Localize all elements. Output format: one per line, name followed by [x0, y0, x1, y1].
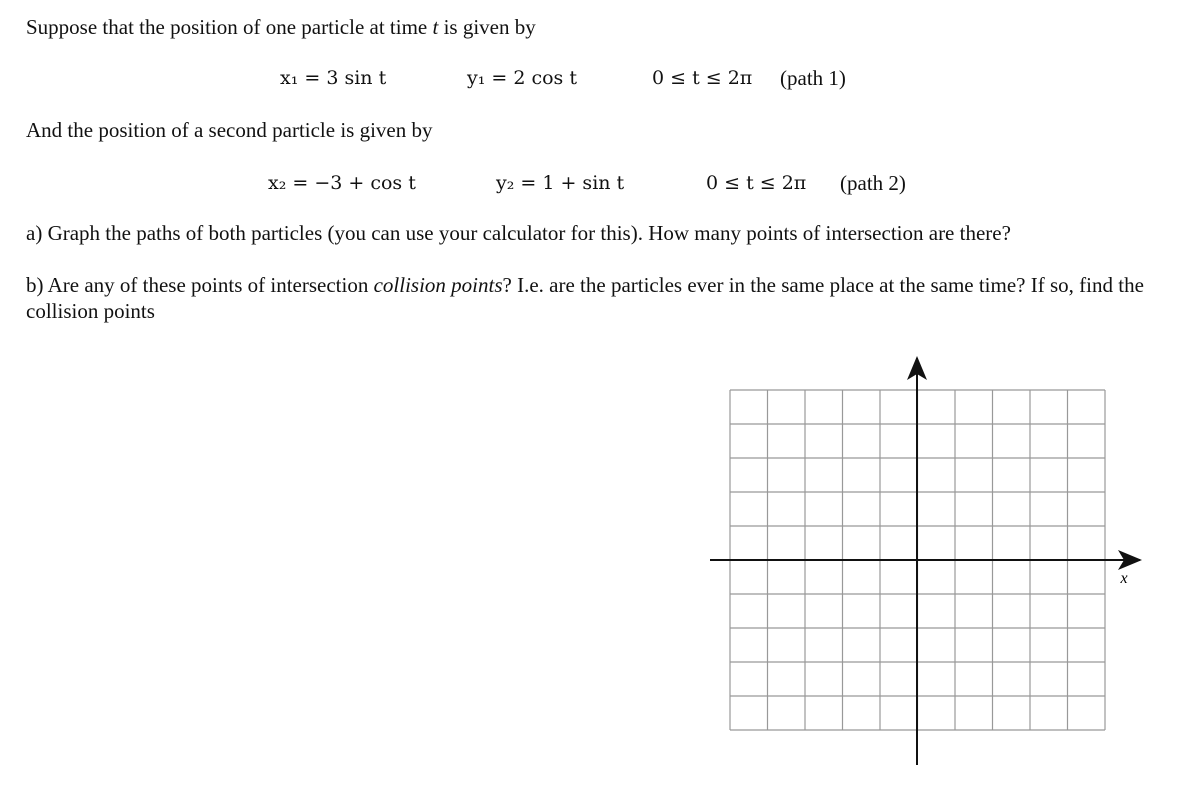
intro: Suppose that the position of one particl…	[26, 14, 536, 40]
equation: x₂ = −3 + cos t	[268, 172, 416, 194]
question: a) Graph the paths of both particles (yo…	[26, 221, 1011, 245]
question-emphasis: collision points	[373, 273, 503, 297]
question: b) Are any of these points of intersecti…	[26, 272, 1176, 324]
equation: y₂ = 1 + sin t	[496, 172, 625, 194]
path-label: (path 2)	[840, 171, 906, 195]
paragraph: And the position of a second particle is…	[26, 118, 433, 142]
question-text: b) Are any of these points of intersecti…	[26, 273, 374, 297]
x-axis-label: x	[1119, 570, 1127, 587]
intro-text: is given by	[438, 15, 536, 39]
equation: y₁ = 2 cos t	[467, 67, 577, 89]
equation: 0 ≤ t ≤ 2π	[652, 67, 753, 89]
intro-text: Suppose that the position of one particl…	[26, 15, 433, 39]
equation: 0 ≤ t ≤ 2π	[706, 172, 807, 194]
equation: x₁ = 3 sin t	[280, 67, 387, 89]
question-text: ? I.e. are the particles ever in the sam…	[26, 273, 1144, 323]
intro-variable: t	[432, 15, 439, 39]
path-label: (path 1)	[780, 66, 846, 90]
